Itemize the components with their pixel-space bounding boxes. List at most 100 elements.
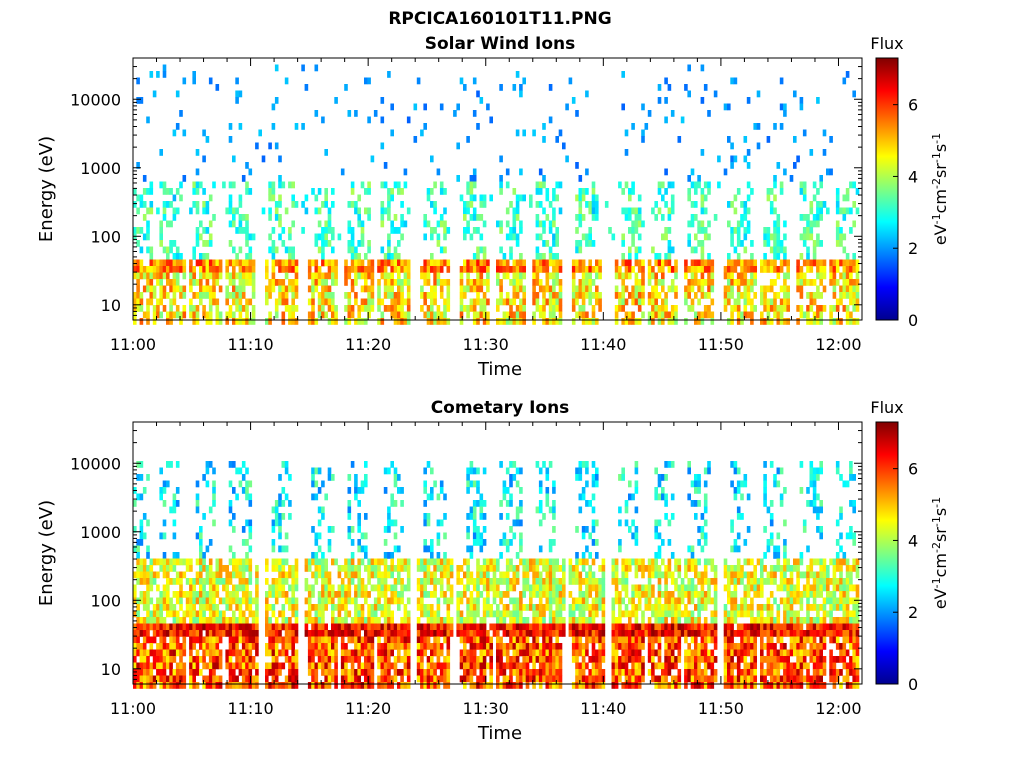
heatmap-cell (466, 279, 470, 286)
heatmap-cell (208, 597, 213, 605)
heatmap-cell (499, 292, 503, 299)
heatmap-cell (265, 259, 269, 267)
heatmap-cell (667, 253, 672, 260)
heatmap-cell (598, 669, 602, 676)
heatmap-cell (545, 272, 550, 280)
heatmap-cell (172, 253, 177, 260)
heatmap-cell (357, 194, 361, 202)
heatmap-cell (591, 493, 596, 501)
heatmap-cell (334, 604, 338, 611)
heatmap-cell (512, 636, 517, 644)
heatmap-cell (730, 305, 734, 312)
heatmap-cell (783, 253, 787, 260)
heatmap-cell (146, 662, 150, 670)
heatmap-cell (723, 298, 728, 306)
heatmap-cell (367, 292, 371, 299)
heatmap-cell (423, 675, 427, 683)
heatmap-cell (212, 467, 216, 475)
heatmap-cell (367, 649, 371, 657)
heatmap-cell (182, 591, 187, 598)
heatmap-cell (512, 571, 517, 579)
heatmap-cell (822, 266, 827, 273)
heatmap-cell (172, 604, 177, 611)
heatmap-cell (773, 175, 777, 182)
heatmap-cell (575, 675, 579, 683)
heatmap-cell (179, 617, 183, 624)
heatmap-cell (839, 233, 843, 241)
heatmap-cell (212, 591, 216, 598)
heatmap-cell (347, 240, 352, 247)
heatmap-cell (304, 194, 309, 202)
heatmap-cell (687, 292, 691, 299)
heatmap-cell (690, 181, 695, 189)
heatmap-cell (235, 253, 239, 260)
heatmap-cell (783, 259, 787, 267)
heatmap-cell (377, 298, 381, 306)
heatmap-cell (476, 253, 480, 260)
heatmap-cell (393, 318, 398, 325)
heatmap-cell (459, 597, 464, 605)
heatmap-cell (314, 578, 319, 585)
heatmap-cell (694, 233, 698, 241)
heatmap-cell (205, 311, 210, 319)
heatmap-cell (423, 578, 427, 585)
heatmap-cell (578, 188, 583, 195)
heatmap-cell (199, 604, 203, 611)
heatmap-cell (835, 266, 840, 273)
heatmap-cell (423, 487, 427, 494)
heatmap-cell (575, 552, 579, 559)
heatmap-cell (420, 597, 424, 605)
heatmap-cell (245, 493, 249, 501)
heatmap-cell (505, 662, 510, 670)
heatmap-cell (416, 584, 421, 592)
heatmap-cell (149, 207, 154, 215)
heatmap-cell (552, 597, 556, 605)
heatmap-cell (156, 662, 160, 670)
heatmap-cell (357, 649, 361, 657)
heatmap-cell (502, 539, 507, 546)
heatmap-cell (482, 246, 487, 254)
heatmap-cell (278, 493, 282, 501)
heatmap-cell (585, 597, 589, 605)
heatmap-cell (383, 539, 388, 546)
heatmap-cell (469, 636, 474, 644)
heatmap-cell (311, 467, 315, 475)
heatmap-cell (235, 292, 239, 299)
heatmap-cell (730, 272, 734, 280)
heatmap-cell (294, 201, 299, 208)
heatmap-cell (265, 272, 269, 280)
heatmap-cell (542, 220, 546, 228)
heatmap-cell (146, 682, 150, 689)
heatmap-cell (347, 623, 352, 631)
heatmap-cell (149, 188, 154, 195)
heatmap-cell (324, 279, 328, 286)
heatmap-cell (624, 266, 629, 273)
heatmap-cell (274, 682, 279, 689)
heatmap-cell (486, 591, 490, 598)
heatmap-cell (159, 227, 163, 234)
heatmap-cell (288, 513, 292, 520)
heatmap-cell (575, 597, 579, 605)
heatmap-cell (802, 188, 807, 195)
heatmap-cell (195, 597, 200, 605)
heatmap-cell (350, 253, 355, 260)
heatmap-cell (139, 227, 144, 234)
heatmap-cell (225, 662, 229, 670)
heatmap-cell (172, 669, 177, 676)
heatmap-cell (416, 597, 421, 605)
heatmap-cell (433, 636, 437, 644)
heatmap-cell (746, 162, 751, 169)
heatmap-cell (496, 305, 500, 312)
heatmap-cell (548, 285, 553, 293)
heatmap-cell (845, 71, 850, 78)
heatmap-cell (133, 259, 137, 267)
heatmap-cell (469, 662, 474, 670)
heatmap-cell (364, 285, 368, 293)
heatmap-cell (661, 305, 665, 312)
heatmap-cell (235, 77, 239, 85)
heatmap-cell (707, 279, 711, 286)
heatmap-cell (779, 123, 784, 130)
heatmap-cell (344, 259, 348, 267)
heatmap-cell (146, 246, 150, 254)
heatmap-cell (357, 487, 361, 494)
